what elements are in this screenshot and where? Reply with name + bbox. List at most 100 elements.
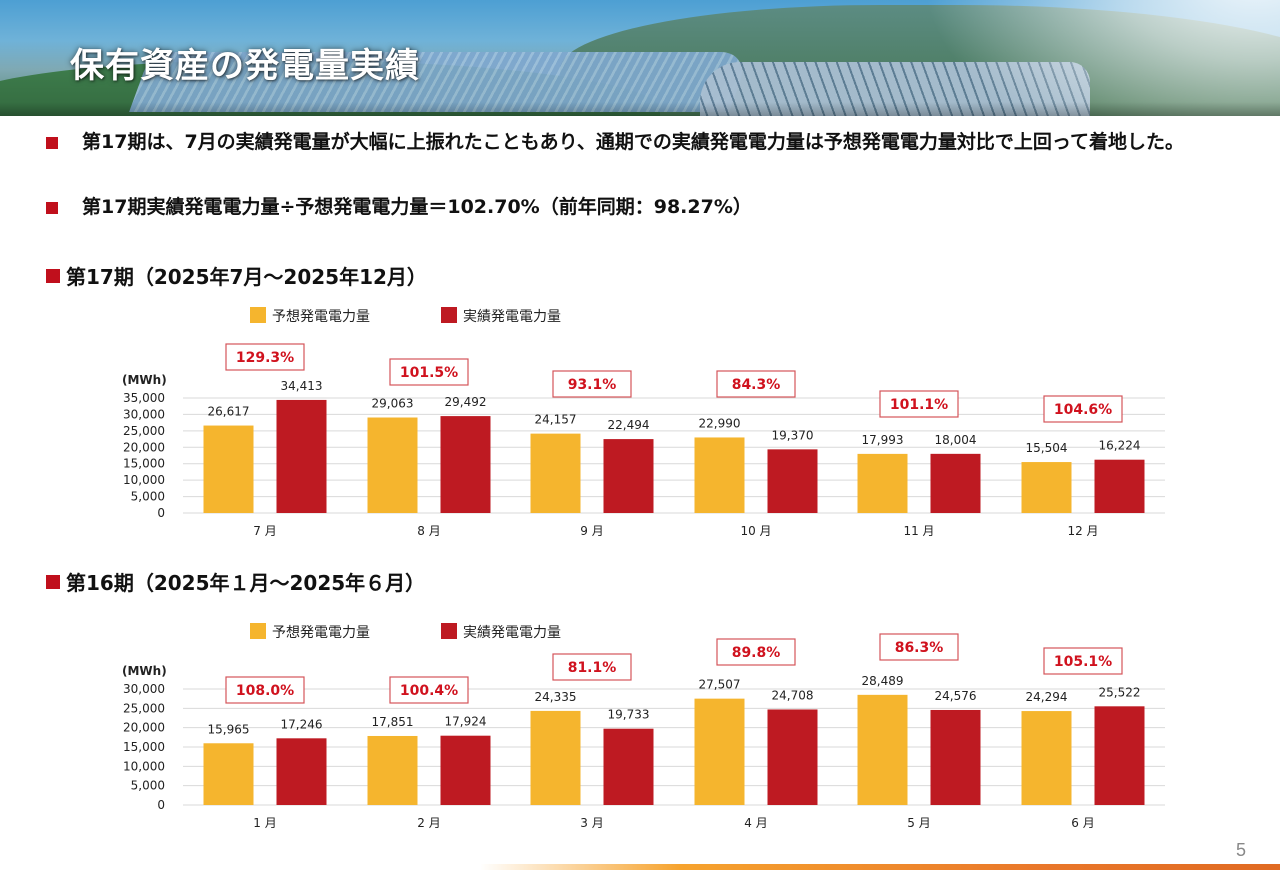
y-tick-label: 5,000 — [131, 779, 165, 793]
data-label: 19,733 — [608, 708, 650, 722]
bar-actual — [440, 416, 491, 513]
ratio-annotation-box — [225, 343, 305, 371]
x-tick-label: 6 月 — [1071, 816, 1094, 830]
ratio-annotation: 89.8% — [732, 645, 781, 661]
data-label: 29,063 — [372, 397, 414, 411]
bar-forecast — [203, 743, 254, 805]
legend-label: 実績発電電力量 — [463, 309, 561, 325]
x-tick-label: 10 月 — [740, 524, 771, 538]
data-label: 24,708 — [772, 688, 814, 702]
bar-forecast — [694, 698, 745, 805]
ratio-annotation: 84.3% — [732, 377, 781, 393]
bullet-text: 第17期実績発電電力量÷予想発電電力量＝102.70%（前年同期：98.27%） — [82, 196, 752, 218]
ratio-annotation-box — [879, 633, 959, 661]
y-tick-label: 10,000 — [123, 473, 165, 487]
bullet-square-icon — [46, 137, 58, 149]
data-label: 17,924 — [445, 715, 487, 729]
data-label: 24,157 — [535, 413, 577, 427]
data-label: 22,494 — [608, 418, 650, 432]
ratio-annotation-box — [389, 676, 469, 704]
legend-label: 予想発電電力量 — [272, 625, 370, 641]
y-tick-label: 20,000 — [123, 721, 165, 735]
y-tick-label: 15,000 — [123, 457, 165, 471]
ratio-annotation: 93.1% — [568, 377, 617, 393]
ratio-annotation-box — [716, 638, 796, 666]
y-axis-unit-label: (MWh) — [122, 373, 167, 387]
bar-actual — [930, 453, 981, 513]
section-heading-period16: 第16期（2025年１月～2025年６月） — [46, 567, 425, 596]
footer-accent-line — [480, 864, 1280, 870]
ratio-annotation: 105.1% — [1054, 654, 1112, 670]
data-label: 26,617 — [208, 405, 250, 419]
data-label: 28,489 — [862, 674, 904, 688]
data-label: 24,576 — [935, 689, 977, 703]
bar-actual — [603, 728, 654, 805]
bar-forecast — [694, 437, 745, 513]
ratio-annotation: 86.3% — [895, 640, 944, 656]
page-number: 5 — [1235, 840, 1246, 860]
y-tick-label: 35,000 — [123, 391, 165, 405]
bar-forecast — [530, 433, 581, 513]
bullet-item: 第17期実績発電電力量÷予想発電電力量＝102.70%（前年同期：98.27%） — [46, 193, 1222, 221]
data-label: 29,492 — [445, 395, 487, 409]
x-tick-label: 5 月 — [907, 816, 930, 830]
x-tick-label: 11 月 — [903, 524, 934, 538]
ratio-annotation-box — [879, 390, 959, 418]
header-banner: 保有資産の発電量実績 — [0, 0, 1280, 116]
section-heading-text: 第16期（2025年１月～2025年６月） — [66, 571, 426, 595]
data-label: 24,335 — [535, 690, 577, 704]
legend-swatch-icon — [250, 623, 266, 639]
bar-actual — [767, 709, 818, 805]
y-tick-label: 25,000 — [123, 701, 165, 715]
y-tick-label: 0 — [157, 506, 165, 520]
ratio-annotation-box — [552, 370, 632, 398]
bar-forecast — [367, 735, 418, 805]
section-heading-text: 第17期（2025年7月～2025年12月） — [66, 265, 427, 289]
bar-forecast — [367, 417, 418, 513]
ratio-annotation: 108.0% — [236, 683, 294, 699]
y-axis-unit-label: (MWh) — [122, 664, 167, 678]
legend-label: 予想発電電力量 — [272, 309, 370, 325]
bar-actual — [276, 399, 327, 513]
bar-actual — [1094, 459, 1145, 513]
y-tick-label: 30,000 — [123, 407, 165, 421]
bar-actual — [767, 449, 818, 513]
ratio-annotation: 101.1% — [890, 397, 948, 413]
section-square-icon — [46, 269, 60, 283]
ratio-annotation: 129.3% — [236, 350, 294, 366]
data-label: 18,004 — [935, 433, 977, 447]
bar-actual — [440, 735, 491, 805]
data-label: 15,965 — [208, 722, 250, 736]
y-tick-label: 0 — [157, 798, 165, 812]
x-tick-label: 8 月 — [417, 524, 440, 538]
x-tick-label: 1 月 — [253, 816, 276, 830]
bar-forecast — [1021, 462, 1072, 513]
x-tick-label: 7 月 — [253, 524, 276, 538]
x-tick-label: 9 月 — [580, 524, 603, 538]
x-tick-label: 12 月 — [1067, 524, 1098, 538]
data-label: 15,504 — [1026, 441, 1068, 455]
banner-shade — [0, 102, 1280, 116]
bar-forecast — [857, 453, 908, 513]
data-label: 17,851 — [372, 715, 414, 729]
y-tick-label: 25,000 — [123, 424, 165, 438]
ratio-annotation: 81.1% — [568, 660, 617, 676]
y-tick-label: 5,000 — [131, 490, 165, 504]
bar-forecast — [203, 425, 254, 513]
y-tick-label: 10,000 — [123, 759, 165, 773]
ratio-annotation-box — [1043, 395, 1123, 423]
ratio-annotation: 101.5% — [400, 365, 458, 381]
section-heading-period17: 第17期（2025年7月～2025年12月） — [46, 261, 427, 290]
legend-swatch-icon — [441, 623, 457, 639]
bullet-text: 第17期は、7月の実績発電量が大幅に上振れたこともあり、通期での実績発電電力量は… — [82, 131, 1184, 153]
legend-swatch-icon — [441, 307, 457, 323]
ratio-annotation-box — [1043, 647, 1123, 675]
bullet-square-icon — [46, 202, 58, 214]
data-label: 27,507 — [699, 678, 741, 692]
data-label: 25,522 — [1099, 685, 1141, 699]
data-label: 24,294 — [1026, 690, 1068, 704]
bar-actual — [930, 709, 981, 805]
y-tick-label: 20,000 — [123, 440, 165, 454]
y-tick-label: 30,000 — [123, 682, 165, 696]
